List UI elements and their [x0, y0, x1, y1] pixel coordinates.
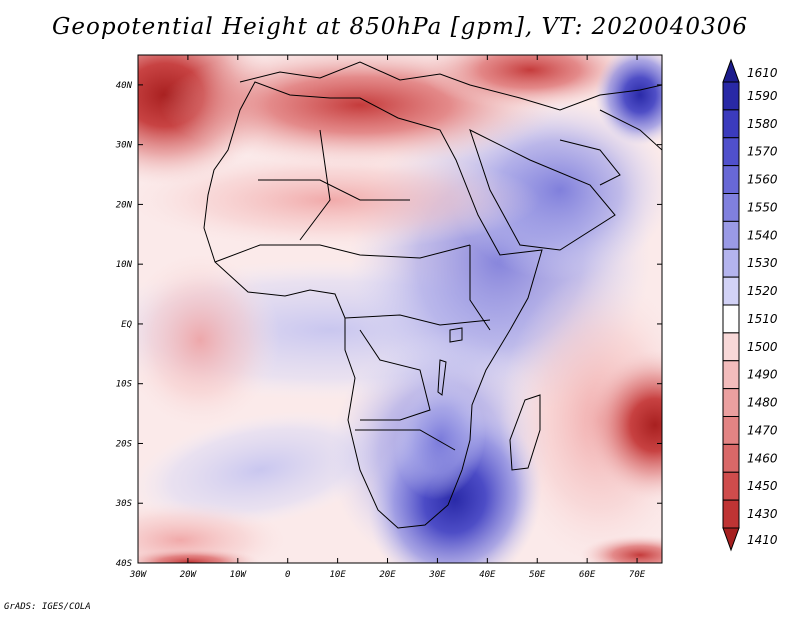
colorbar-segment — [722, 360, 740, 390]
colorbar-segment — [722, 81, 740, 111]
colorbar-label: 1410 — [747, 533, 778, 547]
x-tick-label: 0 — [285, 570, 290, 580]
lake-malawi — [437, 359, 447, 396]
coastlines — [203, 61, 662, 529]
y-tick-label: 40N — [116, 81, 133, 91]
colorbar-label: 1430 — [747, 507, 778, 521]
high-turkey-iran — [420, 55, 640, 110]
low-northeast-corner — [595, 55, 662, 145]
colorbar-label: 1460 — [747, 451, 778, 465]
x-tick-label: 10W — [230, 570, 248, 580]
colorbar-label: 1530 — [747, 256, 778, 270]
colorbar-label: 1590 — [747, 89, 778, 103]
madagascar — [509, 394, 541, 471]
africa-coastline — [203, 81, 543, 529]
colorbar-label: 1560 — [747, 173, 778, 187]
colorbar-label: 1580 — [747, 117, 778, 131]
arabian-iran — [599, 109, 662, 151]
colorbar-segment — [722, 416, 740, 445]
credit-label: GrADS: IGES/COLA — [4, 602, 91, 612]
colorbar-label: 1540 — [747, 228, 778, 242]
border-east — [469, 245, 491, 331]
region-blue-south-atlantic — [138, 411, 389, 529]
height-field — [138, 55, 662, 563]
colorbar-label: 1480 — [747, 396, 778, 410]
lake-victoria — [449, 327, 463, 343]
colorbar-label: 1510 — [747, 312, 778, 326]
border-sahel — [214, 244, 471, 263]
colorbar-segment — [722, 332, 740, 362]
x-tick-label: 20E — [379, 570, 396, 580]
colorbar-segment — [722, 165, 740, 194]
x-tick-label: 30E — [428, 570, 446, 580]
y-tick-label: 20N — [116, 200, 133, 210]
colorbar-segment — [722, 499, 740, 529]
colorbar-bottom-arrow — [722, 527, 740, 552]
y-tick-label: EQ — [121, 320, 132, 330]
region-pink-west-equatorial — [138, 250, 280, 430]
high-southeast-corner — [580, 535, 662, 563]
x-tick-label: 60E — [579, 570, 596, 580]
colorbar-segment — [722, 443, 740, 473]
colorbar-label: 1450 — [747, 479, 778, 493]
x-tick-label: 10E — [329, 570, 346, 580]
x-tick-label: 30W — [129, 570, 148, 580]
colorbar-segment — [722, 220, 740, 250]
high-southwest-corner — [138, 548, 260, 563]
map-frame — [137, 54, 663, 564]
y-tick-label: 30S — [115, 499, 133, 509]
persian-gulf — [559, 139, 621, 186]
colorbar-label: 1550 — [747, 200, 778, 214]
y-tick-label: 30N — [115, 141, 133, 151]
colorbar-label: 1470 — [747, 423, 778, 437]
border-central — [344, 314, 491, 326]
x-tick-label: 50E — [529, 570, 546, 580]
border-sahara-1 — [258, 179, 410, 201]
colorbar-top-arrow — [722, 58, 740, 83]
y-tick-label: 10N — [116, 260, 133, 270]
colorbar-label: 1610 — [747, 66, 778, 80]
region-pink-north-africa — [138, 150, 540, 250]
x-tick-label: 20W — [180, 570, 198, 580]
colorbar-segment — [722, 193, 740, 222]
colorbar-segment — [722, 471, 740, 501]
colorbar-label: 1500 — [747, 340, 778, 354]
colorbar-segment — [722, 304, 740, 334]
low-mozambique — [394, 380, 486, 500]
colorbar-label: 1570 — [747, 145, 778, 159]
y-tick-label: 10S — [116, 380, 133, 390]
colorbar-segment — [722, 248, 740, 278]
chart-title: Geopotential Height at 850hPa [gpm], VT:… — [52, 14, 748, 40]
colorbar-label: 1490 — [747, 368, 778, 382]
arabia — [469, 129, 616, 251]
colorbar-segment — [722, 388, 740, 417]
border-south — [355, 429, 456, 451]
y-tick-label: 20S — [116, 439, 133, 449]
high-indian-ocean — [585, 350, 662, 500]
colorbar-segment — [722, 276, 740, 306]
colorbar-label: 1520 — [747, 284, 778, 298]
colorbar-segment — [722, 137, 740, 167]
europe-coast — [239, 61, 662, 111]
x-tick-label: 70E — [629, 570, 646, 580]
region-pink-southwest — [138, 500, 290, 563]
border-drc — [359, 329, 431, 421]
x-tick-label: 40E — [479, 570, 496, 580]
colorbar-segment — [722, 109, 740, 139]
y-tick-label: 40S — [116, 559, 133, 569]
border-sahara-2 — [299, 129, 331, 241]
